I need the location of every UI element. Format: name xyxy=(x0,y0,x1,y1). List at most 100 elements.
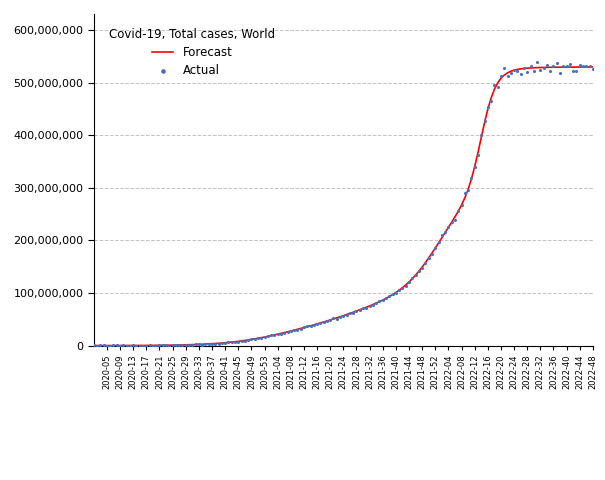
Actual xyxy=(365,302,374,310)
Actual xyxy=(201,340,211,348)
Actual xyxy=(151,342,161,349)
Actual xyxy=(332,315,342,323)
Actual xyxy=(161,341,171,349)
Actual xyxy=(381,294,391,302)
Actual xyxy=(391,289,401,297)
Actual xyxy=(191,340,200,348)
Actual xyxy=(588,65,598,73)
Actual xyxy=(263,332,273,340)
Actual xyxy=(145,341,154,349)
Actual xyxy=(558,63,568,71)
Actual xyxy=(119,342,128,349)
Actual xyxy=(526,62,535,70)
Forecast xyxy=(583,64,590,70)
Forecast xyxy=(310,322,318,328)
Actual xyxy=(338,312,348,320)
Forecast xyxy=(589,64,597,70)
Actual xyxy=(89,342,99,349)
Actual xyxy=(473,151,483,159)
Actual xyxy=(220,339,230,347)
Actual xyxy=(427,250,437,258)
Actual xyxy=(361,304,371,312)
Actual xyxy=(243,336,253,344)
Forecast xyxy=(123,343,130,348)
Actual xyxy=(217,339,227,347)
Actual xyxy=(237,337,246,345)
Actual xyxy=(299,324,309,331)
Actual xyxy=(489,81,499,89)
Actual xyxy=(394,287,404,294)
Actual xyxy=(562,62,572,70)
Actual xyxy=(368,301,378,309)
Actual xyxy=(460,190,469,197)
Actual xyxy=(266,332,276,339)
Actual xyxy=(197,341,207,348)
Actual xyxy=(325,316,335,324)
Actual xyxy=(280,329,289,336)
Actual xyxy=(463,186,473,193)
Actual xyxy=(135,342,145,349)
Actual xyxy=(306,322,315,330)
Actual xyxy=(499,64,509,72)
Actual xyxy=(355,306,365,313)
Actual xyxy=(503,72,512,80)
Actual xyxy=(430,244,440,252)
Actual xyxy=(142,342,151,349)
Actual xyxy=(293,326,302,334)
Actual xyxy=(96,342,105,349)
Actual xyxy=(335,312,345,320)
Forecast xyxy=(504,70,511,76)
Actual xyxy=(283,328,292,336)
Actual xyxy=(125,342,135,349)
Actual xyxy=(552,59,561,67)
Forecast xyxy=(90,343,97,348)
Actual xyxy=(506,69,515,77)
Actual xyxy=(575,61,584,69)
Actual xyxy=(234,338,243,346)
Actual xyxy=(342,311,352,319)
Actual xyxy=(535,66,545,74)
Actual xyxy=(568,67,578,75)
Actual xyxy=(158,341,168,349)
Actual xyxy=(214,340,223,348)
Actual xyxy=(512,67,522,75)
Actual xyxy=(174,341,184,349)
Actual xyxy=(322,317,332,324)
Actual xyxy=(184,341,194,348)
Actual xyxy=(450,216,460,224)
Actual xyxy=(539,65,549,72)
Actual xyxy=(470,163,480,170)
Actual xyxy=(171,341,181,349)
Actual xyxy=(496,72,506,80)
Actual xyxy=(404,278,414,286)
Actual xyxy=(253,335,263,342)
Actual xyxy=(352,307,361,315)
Actual xyxy=(260,334,269,341)
Actual xyxy=(240,337,250,345)
Actual xyxy=(476,131,486,138)
Actual xyxy=(358,304,368,312)
Actual xyxy=(345,310,355,317)
Actual xyxy=(388,290,397,298)
Actual xyxy=(207,340,217,348)
Actual xyxy=(417,264,427,272)
Actual xyxy=(480,117,489,124)
Actual xyxy=(270,331,280,338)
Actual xyxy=(112,341,122,349)
Actual xyxy=(155,341,165,349)
Actual xyxy=(302,323,312,330)
Actual xyxy=(424,254,434,262)
Actual xyxy=(286,327,296,335)
Actual xyxy=(420,259,430,267)
Actual xyxy=(296,325,306,333)
Actual xyxy=(440,228,450,236)
Forecast xyxy=(156,342,163,348)
Actual xyxy=(329,314,338,322)
Actual xyxy=(522,68,532,75)
Actual xyxy=(585,62,595,70)
Actual xyxy=(578,62,588,70)
Actual xyxy=(257,334,266,342)
Actual xyxy=(105,342,115,349)
Actual xyxy=(414,267,424,275)
Actual xyxy=(99,341,108,349)
